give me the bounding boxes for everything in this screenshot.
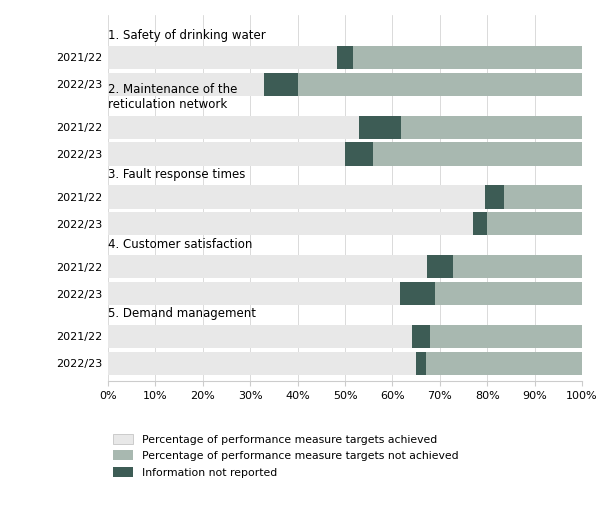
- Bar: [487, 212, 582, 235]
- Bar: [108, 255, 427, 278]
- Bar: [427, 255, 452, 278]
- Bar: [412, 325, 430, 348]
- Bar: [265, 73, 298, 96]
- Bar: [359, 115, 401, 139]
- Text: 4. Customer satisfaction: 4. Customer satisfaction: [108, 238, 253, 251]
- Bar: [425, 352, 582, 375]
- Bar: [108, 142, 345, 166]
- Bar: [435, 282, 582, 305]
- Bar: [108, 73, 265, 96]
- Bar: [416, 352, 425, 375]
- Bar: [401, 115, 582, 139]
- Text: 2. Maintenance of the
reticulation network: 2. Maintenance of the reticulation netwo…: [108, 83, 238, 111]
- Bar: [473, 212, 487, 235]
- Bar: [345, 142, 373, 166]
- Bar: [108, 185, 485, 208]
- Bar: [108, 46, 337, 69]
- Bar: [108, 352, 416, 375]
- Bar: [108, 115, 359, 139]
- Bar: [430, 325, 582, 348]
- Bar: [373, 142, 582, 166]
- Text: 3. Fault response times: 3. Fault response times: [108, 168, 245, 181]
- Bar: [504, 185, 582, 208]
- Text: 5. Demand management: 5. Demand management: [108, 307, 256, 321]
- Bar: [485, 185, 504, 208]
- Bar: [298, 73, 582, 96]
- Bar: [108, 212, 473, 235]
- Text: 1. Safety of drinking water: 1. Safety of drinking water: [108, 28, 266, 42]
- Bar: [400, 282, 435, 305]
- Bar: [452, 255, 582, 278]
- Bar: [108, 325, 412, 348]
- Bar: [353, 46, 582, 69]
- Bar: [108, 282, 400, 305]
- Legend: Percentage of performance measure targets achieved, Percentage of performance me: Percentage of performance measure target…: [113, 434, 458, 478]
- Bar: [337, 46, 353, 69]
